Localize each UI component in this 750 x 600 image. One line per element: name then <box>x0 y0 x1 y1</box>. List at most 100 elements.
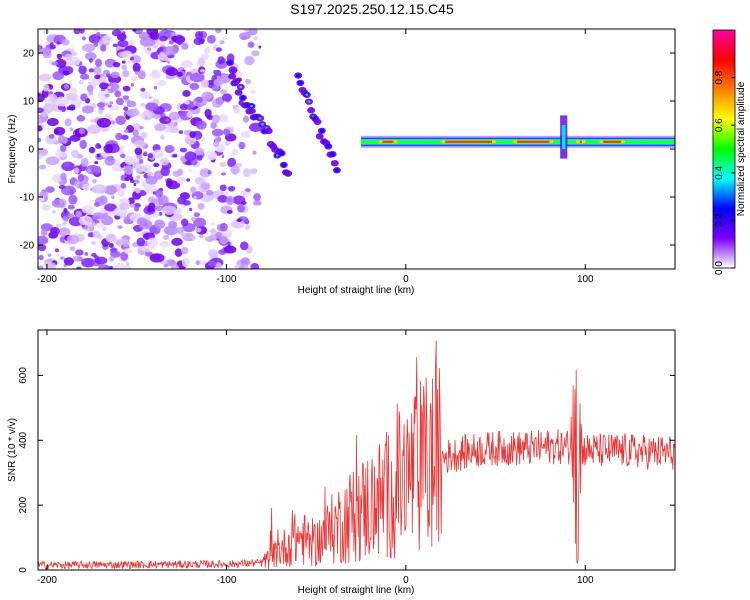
noise-blob <box>154 123 166 132</box>
snr-series-line <box>38 340 675 570</box>
noise-blob <box>182 200 191 206</box>
noise-blob <box>69 188 74 195</box>
noise-blob <box>90 241 97 245</box>
line-blob <box>315 133 324 140</box>
line-core <box>334 168 340 173</box>
noise-blob <box>140 131 147 139</box>
spectrogram-ytick-label: 20 <box>23 49 35 60</box>
noise-blob <box>105 233 117 243</box>
noise-blob <box>88 90 94 96</box>
noise-blob <box>77 173 85 182</box>
noise-blob <box>220 89 227 95</box>
noise-blob <box>172 154 178 158</box>
noise-blob <box>43 53 48 59</box>
noise-blob <box>184 151 197 161</box>
noise-blob <box>211 222 214 226</box>
noise-blob <box>70 106 75 111</box>
snr-panel: -200 -100 0 100 0 200 400 600 Height of straigh… <box>7 329 676 596</box>
noise-blob <box>38 107 44 113</box>
noise-blob <box>117 39 129 48</box>
noise-blob <box>190 235 196 240</box>
noise-blob <box>219 222 228 232</box>
noise-blob <box>126 100 137 108</box>
line-blob <box>307 107 316 114</box>
noise-blob <box>227 241 231 246</box>
noise-blob <box>112 43 118 48</box>
noise-blob <box>253 193 261 201</box>
noise-blob <box>109 101 114 105</box>
noise-blob <box>78 215 93 226</box>
noise-blob <box>64 53 73 61</box>
noise-blob <box>82 183 90 192</box>
noise-blob <box>132 129 139 137</box>
noise-blob <box>186 111 193 118</box>
noise-blob <box>238 141 246 150</box>
noise-blob <box>52 209 56 214</box>
colorbar-tick-label: 0.2 <box>714 213 725 227</box>
noise-blob <box>94 161 99 165</box>
noise-blob <box>91 178 97 184</box>
noise-blob <box>125 261 130 266</box>
snr-xtick-label: 100 <box>577 575 594 586</box>
noise-blob <box>54 58 67 68</box>
noise-blob <box>223 190 229 196</box>
noise-blob <box>114 90 122 98</box>
noise-blob <box>215 262 222 269</box>
noise-blob <box>117 225 123 229</box>
noise-blob <box>217 56 225 65</box>
noise-blob <box>219 162 227 167</box>
noise-blob <box>220 74 230 84</box>
noise-blob <box>120 251 129 261</box>
noise-blob <box>95 143 102 149</box>
noise-blob <box>231 219 245 229</box>
noise-blob <box>123 247 133 254</box>
noise-blob <box>197 202 205 210</box>
noise-blob <box>110 120 116 125</box>
noise-blob <box>194 176 206 185</box>
noise-blob <box>175 207 182 215</box>
noise-blob <box>197 57 205 67</box>
noise-blob <box>45 186 55 193</box>
noise-blob <box>222 128 231 136</box>
noise-blob <box>86 84 94 93</box>
noise-blob <box>211 128 224 137</box>
noise-blob <box>88 68 95 73</box>
noise-blob <box>162 46 178 56</box>
noise-blob <box>146 47 152 51</box>
line-blob <box>234 89 243 96</box>
noise-blob <box>189 72 205 83</box>
noise-blob <box>97 90 110 100</box>
noise-blob <box>243 167 251 178</box>
noise-blob <box>180 246 189 255</box>
noise-blob <box>138 158 144 164</box>
line-blob <box>245 108 254 115</box>
noise-blob <box>104 156 116 166</box>
spectrogram-marks <box>38 29 675 269</box>
noise-blob <box>88 146 96 154</box>
noise-blob <box>158 35 168 42</box>
noise-blob <box>258 45 262 49</box>
noise-blob <box>56 53 63 60</box>
noise-blob <box>171 237 183 246</box>
noise-blob <box>67 204 75 210</box>
noise-blob <box>128 39 135 46</box>
noise-blob <box>76 249 83 255</box>
noise-blob <box>65 92 78 101</box>
noise-blob <box>120 163 125 168</box>
noise-blob <box>134 205 140 212</box>
noise-blob <box>239 241 249 251</box>
noise-blob <box>141 110 153 121</box>
steady-line-peak <box>382 140 394 143</box>
noise-blob <box>129 56 134 61</box>
noise-blob <box>58 184 66 190</box>
noise-blob <box>139 36 156 47</box>
noise-blob <box>172 170 182 177</box>
noise-blob <box>41 204 51 211</box>
noise-blob <box>239 264 249 269</box>
line-blob <box>330 159 339 167</box>
noise-blob <box>157 79 167 86</box>
noise-blob <box>133 182 137 187</box>
snr-ytick-label: 0 <box>18 567 29 573</box>
noise-blob <box>198 234 204 239</box>
noise-blob <box>174 248 183 257</box>
